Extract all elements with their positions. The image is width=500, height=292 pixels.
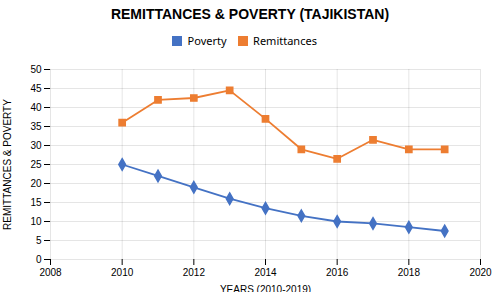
svg-text:2018: 2018 [398, 267, 421, 278]
svg-text:YEARS (2010-2019): YEARS (2010-2019) [220, 284, 311, 292]
svg-text:REMITTANCES & POVERTY: REMITTANCES & POVERTY [2, 99, 13, 230]
svg-text:0: 0 [36, 254, 42, 265]
svg-text:2016: 2016 [326, 267, 349, 278]
svg-text:30: 30 [30, 140, 42, 151]
html-text:Remittances: Remittances [253, 33, 317, 48]
svg-text:2008: 2008 [39, 267, 62, 278]
svg-text:40: 40 [30, 102, 42, 113]
svg-text:50: 50 [30, 64, 42, 75]
svg-text:5: 5 [36, 235, 42, 246]
svg-text:2012: 2012 [183, 267, 206, 278]
svg-text:2014: 2014 [254, 267, 277, 278]
svg-text:2010: 2010 [111, 267, 134, 278]
svg-text:35: 35 [30, 121, 42, 132]
html-text:Poverty: Poverty [187, 33, 227, 48]
html-text:REMITTANCES & POVERTY (TAJIKIS: REMITTANCES & POVERTY (TAJIKISTAN) [110, 6, 390, 22]
svg-text:2020: 2020 [469, 267, 492, 278]
svg-text:10: 10 [30, 216, 42, 227]
svg-text:45: 45 [30, 83, 42, 94]
svg-text:15: 15 [30, 197, 42, 208]
svg-text:25: 25 [30, 159, 42, 170]
svg-text:20: 20 [30, 178, 42, 189]
